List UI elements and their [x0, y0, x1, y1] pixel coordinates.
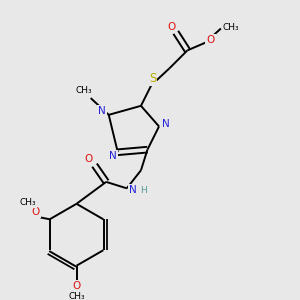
- Text: O: O: [72, 281, 81, 291]
- Text: N: N: [109, 151, 116, 161]
- Text: O: O: [84, 154, 92, 164]
- Text: N: N: [162, 119, 169, 129]
- Text: O: O: [168, 22, 176, 32]
- Text: CH₃: CH₃: [68, 292, 85, 300]
- Text: N: N: [98, 106, 106, 116]
- Text: O: O: [32, 206, 40, 217]
- Text: CH₃: CH₃: [76, 86, 93, 95]
- Text: S: S: [149, 72, 156, 85]
- Text: O: O: [206, 35, 215, 45]
- Text: CH₃: CH₃: [20, 198, 36, 207]
- Text: N: N: [129, 184, 137, 195]
- Text: H: H: [140, 186, 147, 195]
- Text: CH₃: CH₃: [223, 23, 239, 32]
